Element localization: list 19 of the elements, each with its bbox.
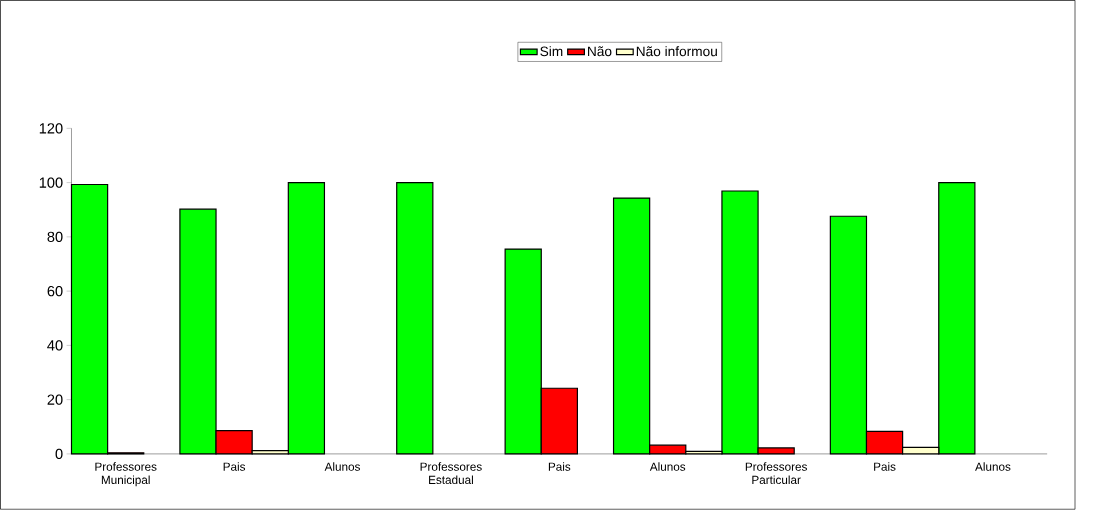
y-tick-label: 120 — [39, 123, 63, 134]
y-tick-label: 80 — [47, 231, 63, 243]
x-tick-label: Professores Particular — [745, 462, 807, 485]
x-tick-label: Professores Municipal — [95, 462, 157, 487]
y-tick-label: 100 — [39, 177, 63, 188]
y-tick-label: 20 — [47, 394, 63, 405]
legend-label: Não — [588, 46, 612, 57]
x-tick-label: Alunos — [649, 462, 686, 471]
y-tick-label: 0 — [55, 448, 63, 460]
x-tick-label: Alunos — [975, 462, 1011, 471]
x-tick-label: Pais — [874, 462, 896, 471]
x-tick-label: Alunos — [324, 462, 361, 471]
legend-label: Sim — [540, 46, 563, 57]
y-tick-label: 60 — [47, 286, 63, 297]
x-tick-label: Professores Estadual — [420, 462, 482, 485]
x-tick-label: Pais — [223, 462, 246, 471]
y-tick-label: 40 — [47, 340, 63, 351]
x-tick-label: Pais — [548, 462, 571, 471]
legend-label: Não informou — [636, 46, 717, 57]
